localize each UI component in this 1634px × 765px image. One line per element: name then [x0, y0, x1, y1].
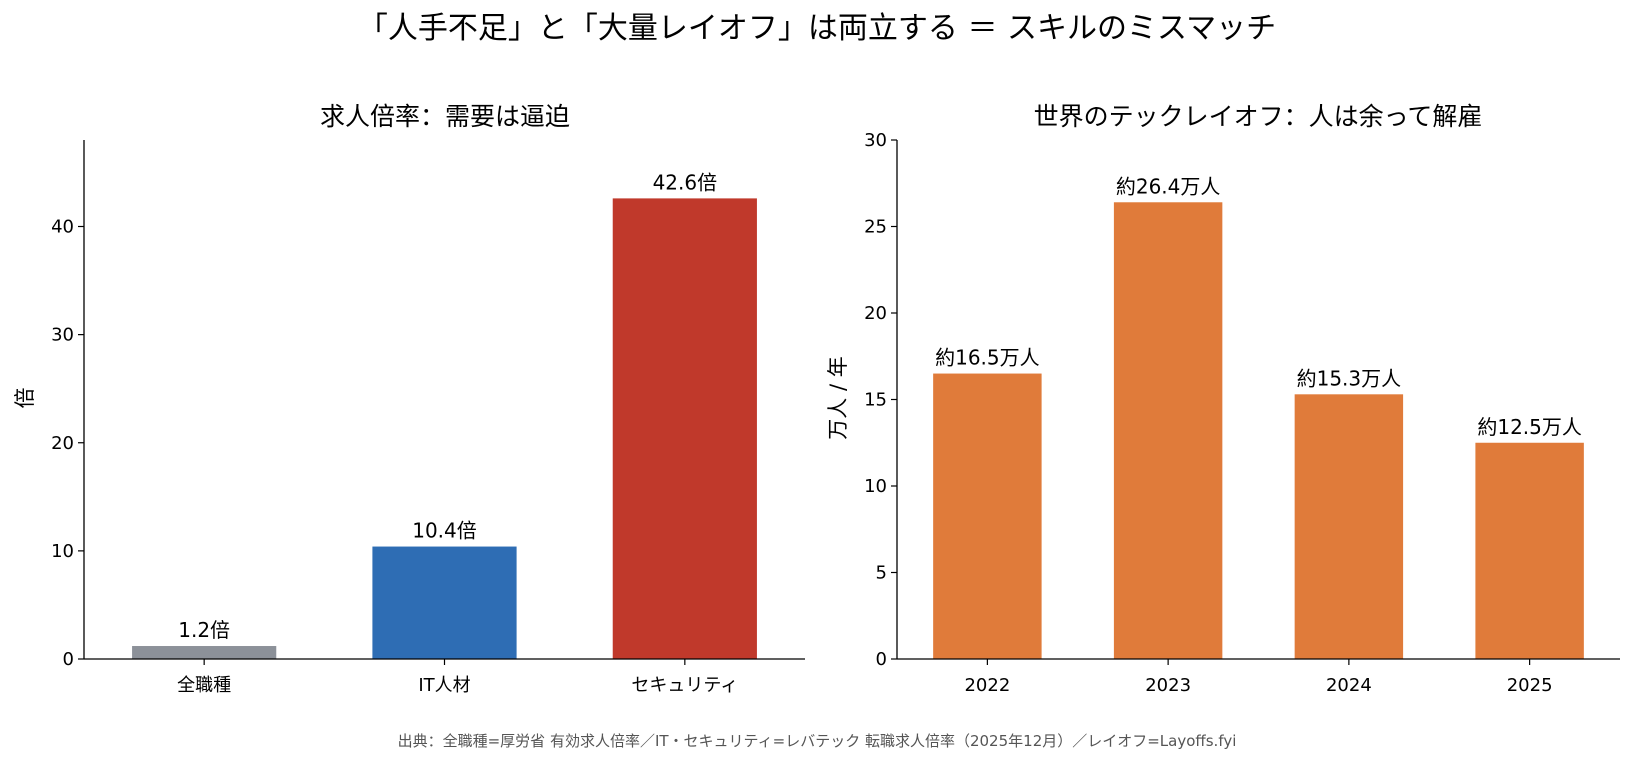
right-chart-x-tick-label: 2023 [1145, 675, 1191, 696]
right-chart-bar [1113, 202, 1223, 659]
right-chart-x-tick-label: 2024 [1326, 675, 1372, 696]
source-note: 出典：全職種=厚労省 有効求人倍率／IT・セキュリティ=レバテック 転職求人倍率… [398, 732, 1237, 750]
left-chart-x-tick-label: IT人材 [418, 675, 470, 696]
right-chart-y-tick-label: 30 [864, 130, 887, 151]
left-chart-data-label: 1.2倍 [178, 618, 230, 642]
left-chart-bar [612, 198, 757, 659]
left-chart-data-label: 10.4倍 [412, 519, 477, 543]
right-chart-y-tick-label: 0 [876, 649, 887, 670]
left-chart-y-tick-label: 0 [63, 649, 74, 670]
right-chart-y-tick-label: 25 [864, 217, 887, 238]
right-chart-y-tick-label: 10 [864, 476, 887, 497]
right-chart-data-label: 約16.5万人 [935, 346, 1040, 370]
right-chart-data-label: 約26.4万人 [1116, 174, 1221, 198]
left-chart-bar [372, 546, 517, 659]
right-chart-bar [933, 373, 1042, 659]
left-chart-y-tick-label: 30 [51, 325, 74, 346]
left-chart-x-tick-label: セキュリティ [631, 675, 738, 696]
right-chart-y-tick-label: 15 [864, 390, 887, 411]
right-chart-title: 世界のテックレイオフ：人は余って解雇 [1034, 102, 1483, 131]
right-chart-bar [1294, 394, 1404, 659]
right-chart-ylabel: 万人 / 年 [826, 356, 850, 439]
right-chart-y-tick-label: 5 [876, 563, 887, 584]
left-chart-title: 求人倍率：需要は逼迫 [320, 102, 570, 131]
right-chart-x-tick-label: 2022 [964, 675, 1010, 696]
right-chart-x-tick-label: 2025 [1507, 675, 1553, 696]
left-chart-y-tick-label: 40 [51, 217, 74, 238]
left-chart-data-label: 42.6倍 [653, 170, 718, 194]
figure-title: 「人手不足」と「大量レイオフ」は両立する ＝ スキルのミスマッチ [358, 11, 1276, 46]
left-chart-y-tick-label: 10 [51, 541, 74, 562]
right-chart-data-label: 約12.5万人 [1477, 415, 1582, 439]
left-chart-x-tick-label: 全職種 [177, 675, 231, 696]
left-chart-ylabel: 倍 [13, 388, 37, 409]
right-chart-bar [1475, 442, 1584, 659]
right-chart-panel: 世界のテックレイオフ：人は余って解雇 万人 / 年 約16.5万人 2022 約26… [826, 102, 1620, 696]
left-chart-bar [132, 646, 277, 659]
right-chart-data-label: 約15.3万人 [1297, 366, 1402, 390]
right-chart-y-tick-label: 20 [864, 303, 887, 324]
left-chart-y-tick-label: 20 [51, 433, 74, 454]
